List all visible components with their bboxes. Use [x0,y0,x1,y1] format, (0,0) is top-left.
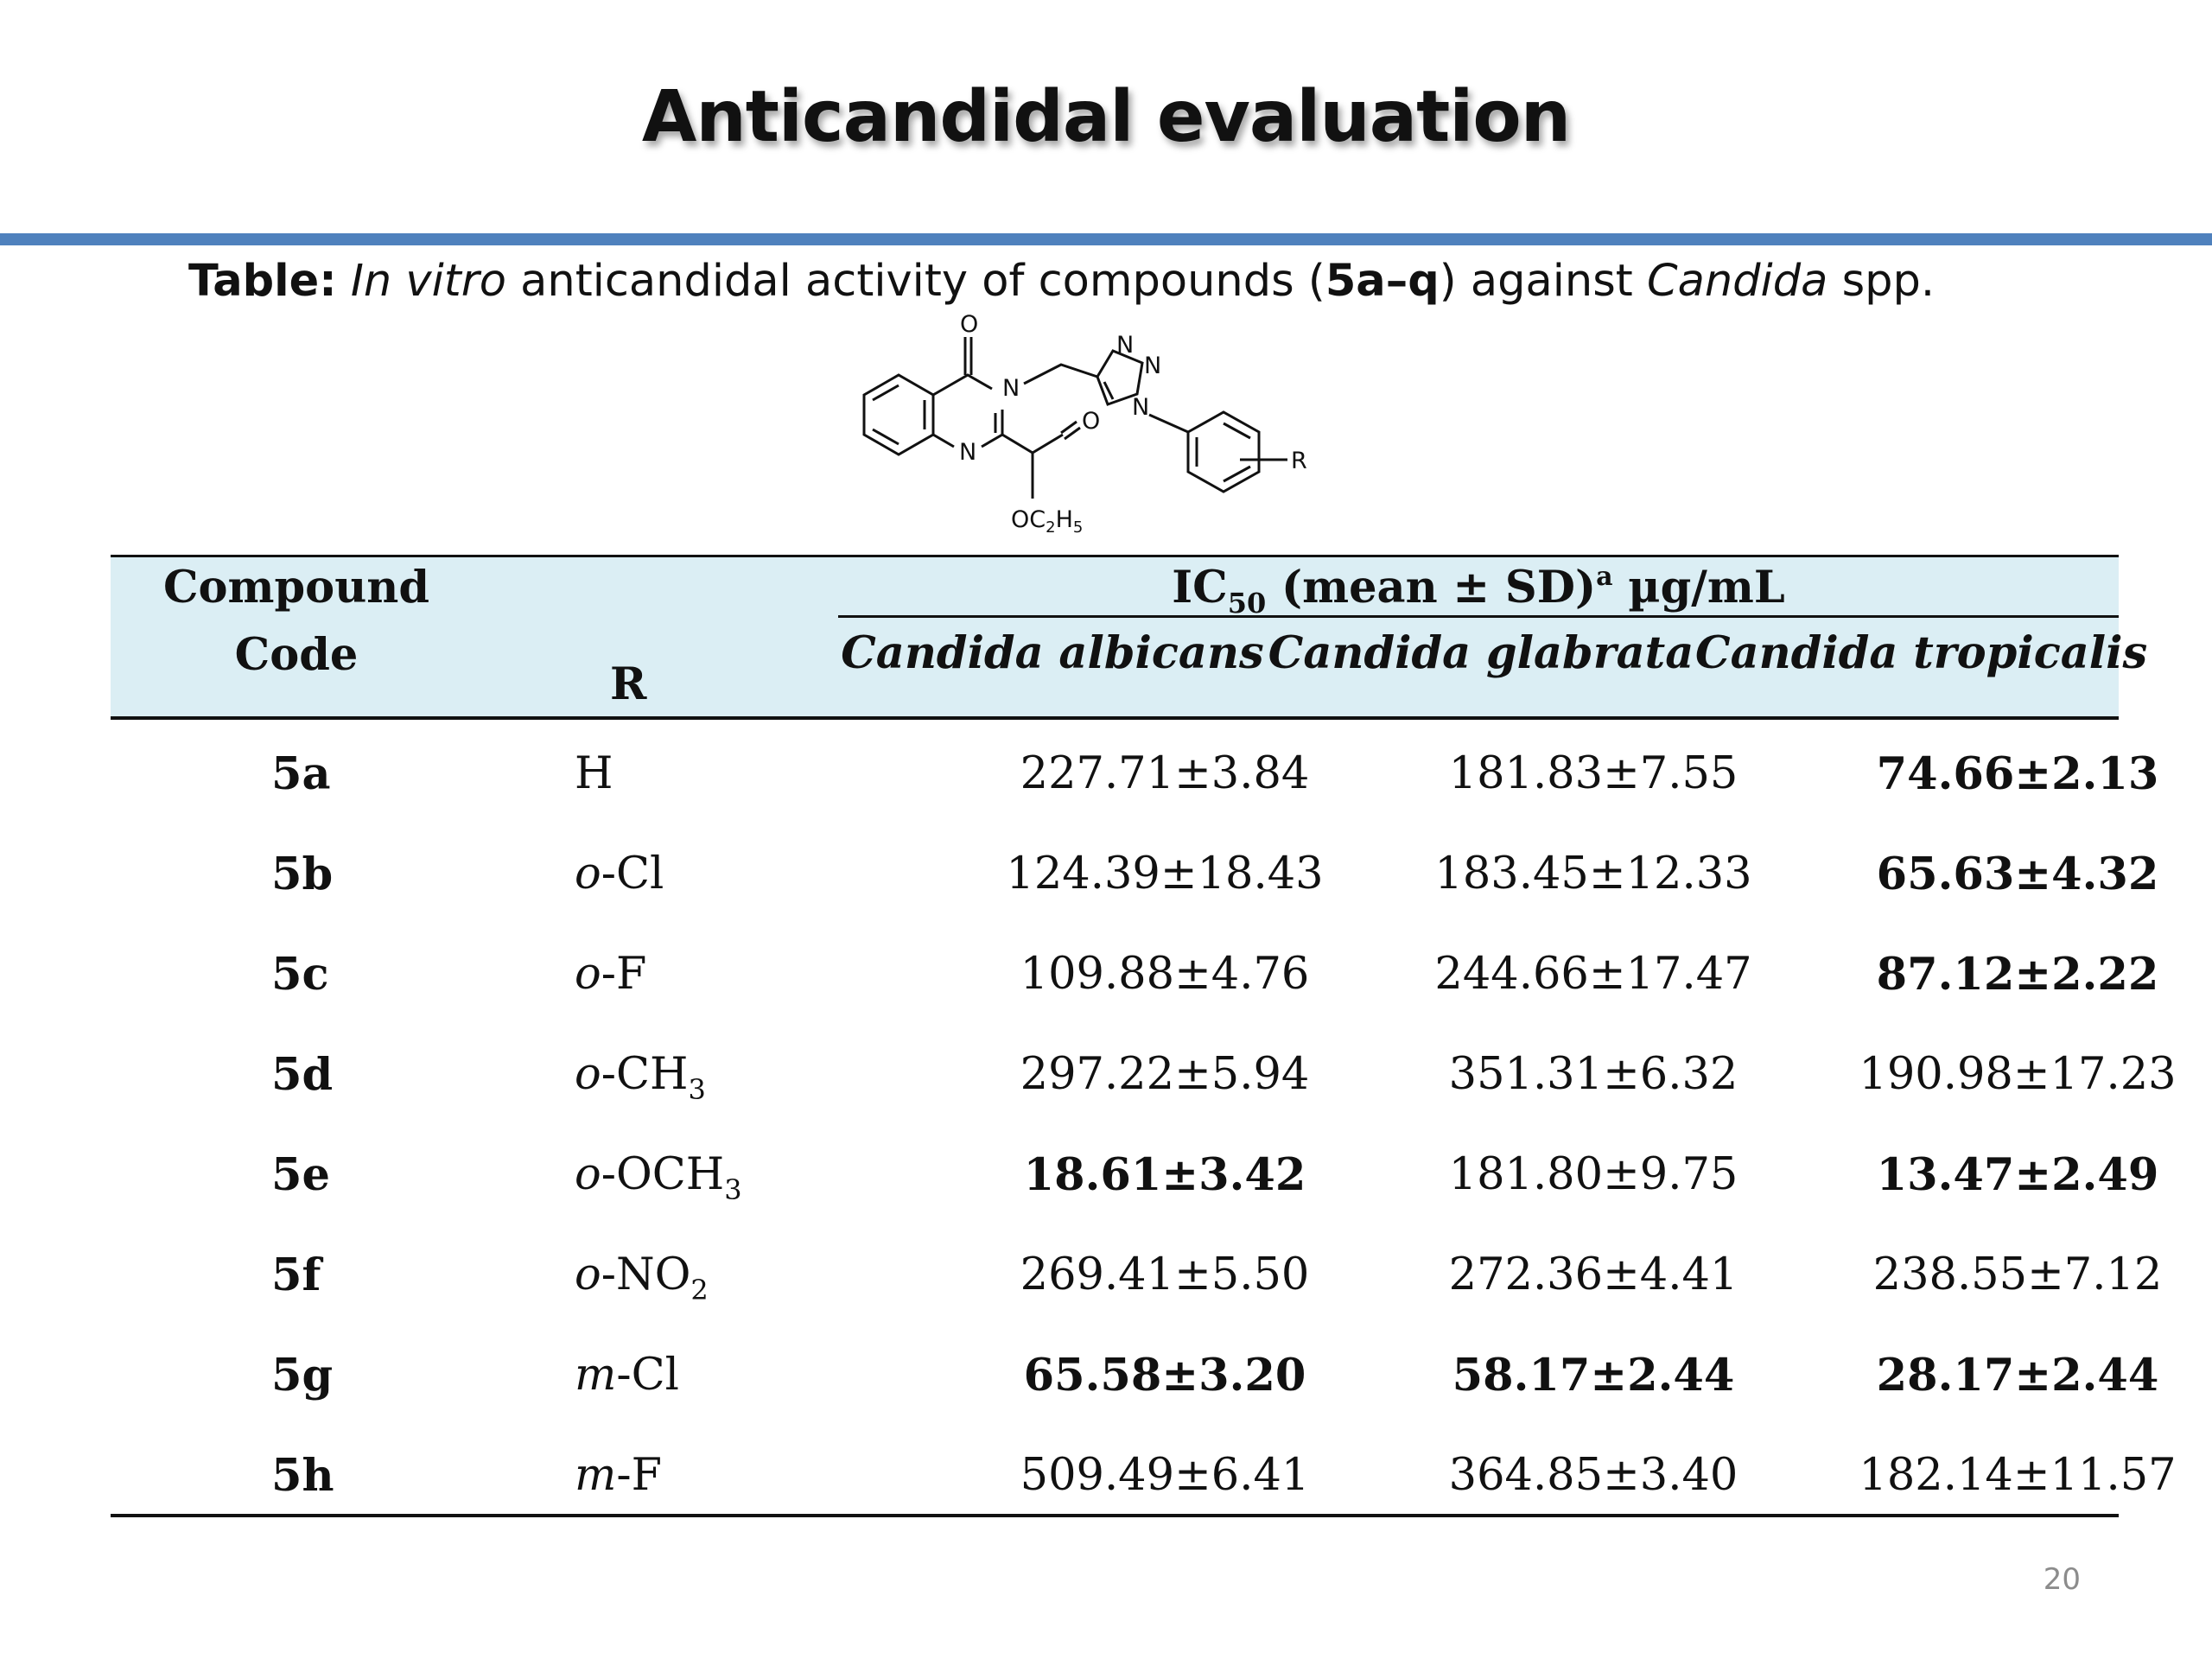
cell-glabrata: 181.83±7.55 [1448,748,1738,799]
table-caption: Table: In vitro anticandidal activity of… [188,256,1935,307]
cell-albicans: 124.39±18.43 [1006,849,1324,899]
cell-glabrata: 181.80±9.75 [1448,1149,1738,1200]
cell-albicans: 109.88±4.76 [1020,949,1310,1000]
structure-ester-o: O [1082,408,1100,435]
caption-in-vitro: In vitro [350,256,506,307]
cell-tropicalis: 13.47±2.49 [1876,1149,2159,1201]
table-row: 5f o-NO2 269.41±5.50 272.36±4.41 238.55±… [111,1215,2162,1315]
cell-r: o-OCH3 [575,1149,742,1206]
chemical-structure: O N N N N N O OC2H5 R [847,311,1382,539]
structure-triazole-n3: N [1132,394,1149,421]
cell-code: 5e [271,1149,330,1201]
structure-triazole-n1: N [1116,332,1134,359]
table-row: 5c o-F 109.88±4.76 244.66±17.47 87.12±2.… [111,914,2158,1014]
page-number: 20 [2043,1562,2081,1597]
caption-middle: anticandidal activity of compounds ( [520,256,1325,307]
cell-code: 5c [271,949,329,1001]
cell-r: H [575,748,613,799]
cell-glabrata: 244.66±17.47 [1434,949,1752,1000]
cell-r: o-CH3 [575,1049,706,1106]
cell-glabrata: 364.85±3.40 [1448,1450,1738,1501]
title-divider [0,233,2212,245]
table-row: 5h m-F 509.49±6.41 364.85±3.40 182.14±11… [111,1415,2177,1516]
table-row: 5e o-OCH3 18.61±3.42 181.80±9.75 13.47±2… [111,1115,2158,1215]
table-row: 5a H 227.71±3.84 181.83±7.55 74.66±2.13 [111,714,2158,814]
cell-albicans: 18.61±3.42 [1023,1149,1306,1201]
cell-tropicalis: 190.98±17.23 [1859,1049,2177,1100]
header-candida-albicans: Candida albicans [841,627,1264,679]
structure-triazole-n2: N [1144,353,1161,379]
cell-tropicalis: 28.17±2.44 [1876,1350,2159,1402]
header-candida-tropicalis: Candida tropicalis [1695,627,2148,679]
structure-ester-group: OC2H5 [1011,506,1083,537]
cell-tropicalis: 74.66±2.13 [1876,748,2159,800]
cell-code: 5f [271,1249,321,1301]
caption-prefix: Table: [188,256,337,307]
caption-after: ) against [1439,256,1633,307]
cell-albicans: 227.71±3.84 [1020,748,1310,799]
cell-r: o-F [575,949,647,1000]
cell-code: 5g [271,1350,334,1402]
cell-albicans: 269.41±5.50 [1020,1249,1310,1300]
header-r: R [610,658,647,710]
ic50-header-rule [838,615,2119,618]
header-ic50: IC50 (mean ± SD)a µg/mL [1172,562,1785,620]
table-row: 5d o-CH3 297.22±5.94 351.31±6.32 190.98±… [111,1014,2177,1115]
caption-genus: Candida [1647,256,1828,307]
header-candida-glabrata: Candida glabrata [1268,627,1694,679]
cell-glabrata: 183.45±12.33 [1434,849,1752,899]
structure-carbonyl-o: O [960,313,978,338]
cell-tropicalis: 87.12±2.22 [1876,949,2159,1001]
cell-r: o-NO2 [575,1249,709,1306]
cell-code: 5a [271,748,331,800]
table-row: 5g m-Cl 65.58±3.20 58.17±2.44 28.17±2.44 [111,1315,2158,1415]
table-row: 5b o-Cl 124.39±18.43 183.45±12.33 65.63±… [111,814,2158,914]
caption-suffix: spp. [1841,256,1936,307]
cell-albicans: 509.49±6.41 [1020,1450,1310,1501]
cell-glabrata: 272.36±4.41 [1448,1249,1738,1300]
cell-r: m-Cl [575,1350,679,1401]
structure-n3: N [1002,375,1020,402]
header-code: Code [234,629,359,681]
table-header-band [111,555,2119,720]
cell-glabrata: 351.31±6.32 [1448,1049,1738,1100]
structure-r-group: R [1291,448,1307,474]
table-bottom-rule [111,1514,2119,1517]
structure-n1: N [959,439,976,466]
cell-r: o-Cl [575,849,664,899]
slide-title: Anticandidal evaluation [641,76,1571,158]
cell-code: 5d [271,1049,334,1101]
cell-tropicalis: 182.14±11.57 [1859,1450,2177,1501]
caption-range: 5a–q [1325,256,1440,307]
cell-tropicalis: 65.63±4.32 [1876,849,2159,900]
cell-albicans: 297.22±5.94 [1020,1049,1310,1100]
cell-code: 5b [271,849,334,900]
header-compound: Compound [162,562,430,613]
cell-code: 5h [271,1450,334,1502]
cell-tropicalis: 238.55±7.12 [1872,1249,2163,1300]
cell-glabrata: 58.17±2.44 [1452,1350,1735,1402]
cell-r: m-F [575,1450,662,1501]
cell-albicans: 65.58±3.20 [1023,1350,1306,1402]
